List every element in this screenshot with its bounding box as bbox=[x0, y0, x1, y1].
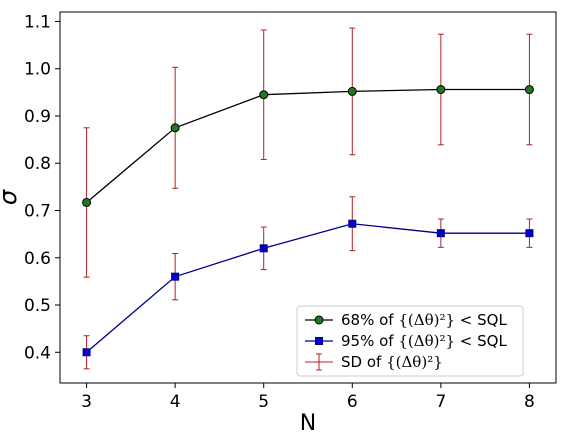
y-tick-label: 0.6 bbox=[24, 249, 51, 269]
x-tick-label: 7 bbox=[435, 392, 446, 412]
series-1 bbox=[82, 27, 534, 278]
legend-label: 68% of {(Δθ)²} < SQL bbox=[341, 311, 507, 329]
legend-label: 95% of {(Δθ)²} < SQL bbox=[341, 332, 507, 350]
x-tick-label: 8 bbox=[524, 392, 535, 412]
y-tick-label: 0.7 bbox=[24, 201, 51, 221]
y-tick-label: 0.4 bbox=[24, 343, 51, 363]
x-tick-label: 3 bbox=[81, 392, 92, 412]
data-point bbox=[347, 86, 357, 96]
data-point bbox=[259, 90, 269, 100]
x-tick-label: 6 bbox=[347, 392, 358, 412]
legend-items: 68% of {(Δθ)²} < SQL 95% of {(Δθ)²} < SQL… bbox=[305, 311, 507, 371]
y-tick-label: 0.8 bbox=[24, 154, 51, 174]
axis-ticks: 3 4 5 6 7 8 0.4 0.5 0.6 0.7 0.8 0.9 1.0 1.1 bbox=[24, 12, 535, 412]
x-axis-label: N bbox=[300, 411, 316, 436]
y-tick-label: 1.1 bbox=[24, 12, 51, 32]
legend-marker bbox=[314, 315, 324, 325]
legend-box bbox=[296, 305, 524, 377]
data-point bbox=[348, 219, 357, 228]
data-point bbox=[436, 85, 446, 95]
legend-label: SD of {(Δθ)²} bbox=[341, 353, 443, 371]
data-point bbox=[525, 229, 534, 238]
x-tick-label: 4 bbox=[170, 392, 181, 412]
series-line bbox=[86, 88, 530, 203]
legend-marker bbox=[315, 337, 323, 345]
data-point bbox=[436, 229, 445, 238]
data-point bbox=[524, 85, 534, 95]
legend: 68% of {(Δθ)²} < SQL 95% of {(Δθ)²} < SQL… bbox=[296, 305, 524, 377]
series-2 bbox=[82, 196, 534, 370]
data-point bbox=[82, 348, 91, 357]
series-line bbox=[86, 223, 530, 353]
legend-item-1: 68% of {(Δθ)²} < SQL bbox=[305, 311, 507, 329]
y-tick-label: 1.0 bbox=[24, 60, 51, 80]
x-tick-label: 5 bbox=[258, 392, 269, 412]
plot-frame bbox=[59, 11, 557, 384]
data-point bbox=[171, 272, 180, 281]
plot-data-layer bbox=[82, 27, 534, 370]
data-point bbox=[170, 123, 180, 133]
legend-item-3: SD of {(Δθ)²} bbox=[305, 353, 443, 371]
data-point bbox=[259, 244, 268, 253]
y-tick-label: 0.9 bbox=[24, 107, 51, 127]
y-tick-label: 0.5 bbox=[24, 296, 51, 316]
y-axis-label: σ bbox=[0, 189, 22, 205]
data-point bbox=[82, 197, 92, 207]
legend-item-2: 95% of {(Δθ)²} < SQL bbox=[305, 332, 507, 350]
